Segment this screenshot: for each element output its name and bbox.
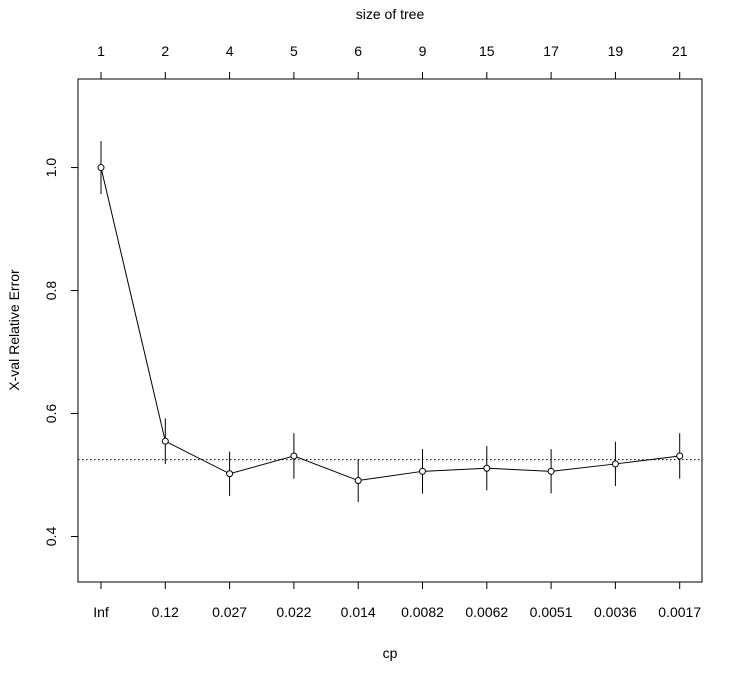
y-tick-label: 1.0 [43,158,59,178]
x-axis-title: cp [383,645,398,661]
plot-frame [77,78,703,583]
y-axis-title: X-val Relative Error [6,269,22,391]
data-point [419,467,426,475]
top-tick-label: 15 [479,43,495,59]
data-point [483,464,491,472]
top-axis-title: size of tree [356,6,425,22]
axes-group: Inf 0.12 0.027 0.022 0.014 0.0082 0.0062 0.0051… [43,43,701,620]
data-point [676,452,684,460]
series-group [97,141,684,503]
x-tick-label: Inf [93,604,109,620]
data-point [547,467,555,475]
x-tick-label: 0.022 [276,604,311,620]
top-tick-label: 2 [161,43,169,59]
data-point [226,470,234,478]
top-tick-label: 9 [419,43,427,59]
x-tick-label: 0.12 [152,604,179,620]
x-tick-label: 0.0051 [530,604,573,620]
series-line [100,167,680,482]
data-point [290,452,298,460]
x-tick-label: 0.0036 [594,604,637,620]
data-point [611,460,619,468]
data-point [161,437,169,445]
y-tick-label: 0.6 [43,404,59,424]
top-tick-label: 6 [354,43,362,59]
x-tick-label: 0.014 [341,604,376,620]
data-point [97,164,105,172]
top-tick-label: 1 [97,43,105,59]
y-tick-label: 0.4 [43,527,59,547]
x-tick-label: 0.0082 [401,604,444,620]
x-tick-label: 0.0017 [658,604,701,620]
data-point [354,477,362,485]
top-tick-label: 5 [290,43,298,59]
top-tick-label: 4 [226,43,234,59]
top-tick-label: 17 [543,43,559,59]
y-tick-label: 0.8 [43,281,59,301]
x-tick-label: 0.027 [212,604,247,620]
x-tick-label: 0.0062 [465,604,508,620]
top-tick-label: 21 [672,43,688,59]
top-tick-label: 19 [608,43,624,59]
